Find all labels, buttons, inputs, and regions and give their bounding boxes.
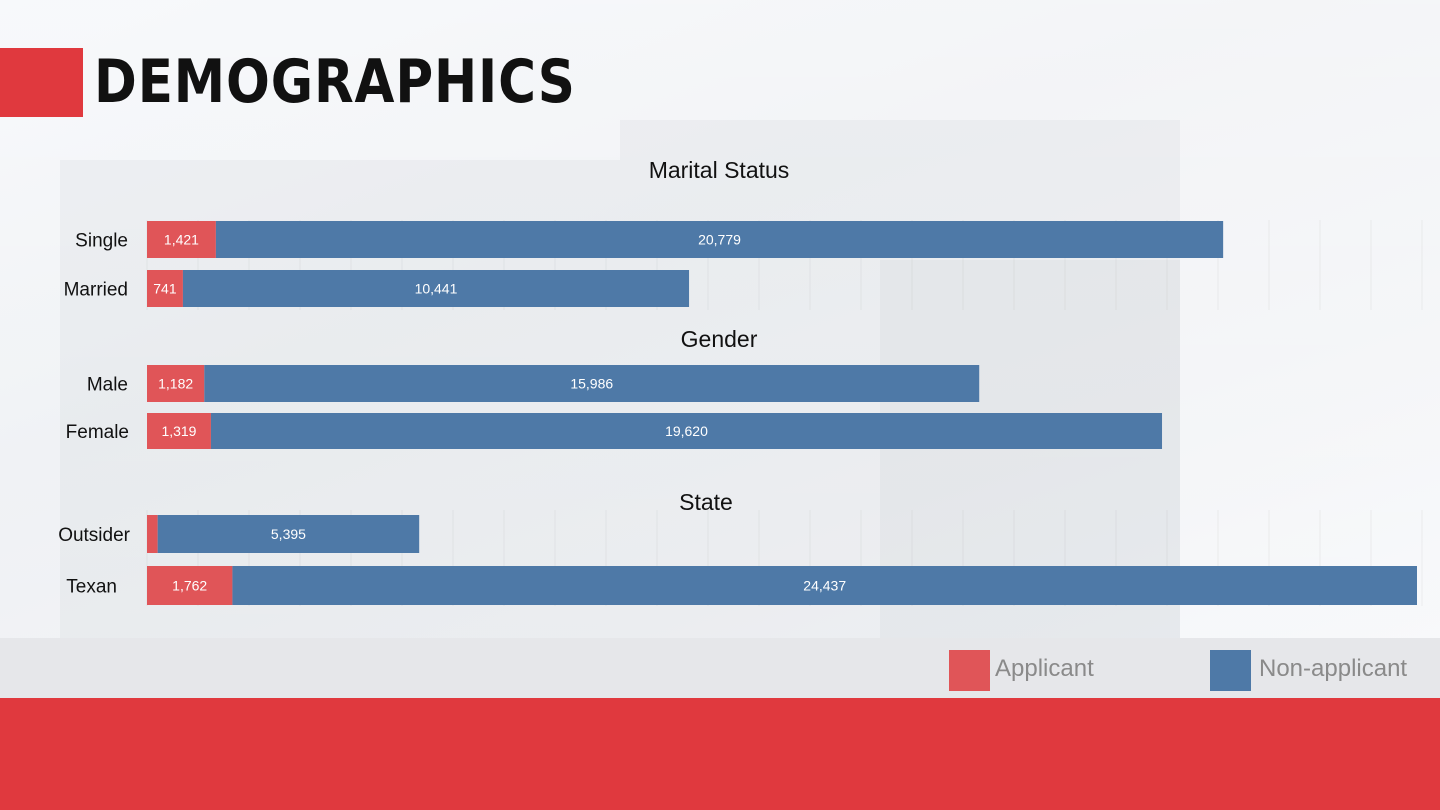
- bar-applicant: [147, 515, 158, 553]
- legend-swatch-applicant: [949, 650, 990, 691]
- data-label-applicant: 1,319: [161, 423, 196, 439]
- legend-label-applicant: Applicant: [995, 655, 1094, 682]
- bar-non-applicant: [204, 365, 980, 402]
- bar-applicant: [147, 270, 183, 307]
- category-label: Female: [66, 422, 129, 443]
- data-label-non-applicant: 24,437: [803, 578, 846, 594]
- bar-non-applicant: [182, 270, 690, 307]
- legend-swatch-non-applicant: [1210, 650, 1251, 691]
- bar-non-applicant: [232, 566, 1417, 605]
- chart-title: State: [679, 489, 733, 515]
- chart-title: Gender: [681, 326, 758, 352]
- data-label-non-applicant: 10,441: [415, 281, 458, 297]
- bar-non-applicant: [215, 221, 1224, 258]
- bar-applicant: [147, 566, 233, 605]
- bar-non-applicant: [157, 515, 420, 553]
- category-label: Male: [87, 375, 128, 396]
- page-title: DEMOGRAPHICS: [94, 47, 576, 117]
- data-label-non-applicant: 20,779: [698, 232, 741, 248]
- data-label-applicant: 1,762: [172, 578, 207, 594]
- data-label-non-applicant: 19,620: [665, 423, 708, 439]
- data-label-non-applicant: 15,986: [570, 376, 613, 392]
- bar-applicant: [147, 365, 205, 402]
- bar-applicant: [147, 221, 216, 258]
- chart-title: Marital Status: [649, 157, 790, 183]
- demographics-chart: Marital Status Single 1,421 20,779 Married 74…: [58, 157, 1423, 606]
- legend-label-non-applicant: Non-applicant: [1259, 655, 1408, 682]
- data-label-non-applicant: 5,395: [271, 526, 306, 542]
- footer-bar: [0, 698, 1440, 810]
- category-label: Married: [64, 280, 128, 301]
- data-label-applicant: 1,421: [164, 232, 199, 248]
- data-label-applicant: 1,182: [158, 376, 193, 392]
- bar-non-applicant: [210, 413, 1163, 449]
- title-accent-block: [0, 48, 83, 117]
- category-label: Outsider: [58, 525, 130, 546]
- bar-applicant: [147, 413, 211, 449]
- category-label: Single: [75, 231, 128, 252]
- category-label: Texan: [66, 577, 117, 598]
- legend: Applicant Non-applicant: [0, 638, 1440, 698]
- data-label-applicant: 741: [153, 281, 177, 297]
